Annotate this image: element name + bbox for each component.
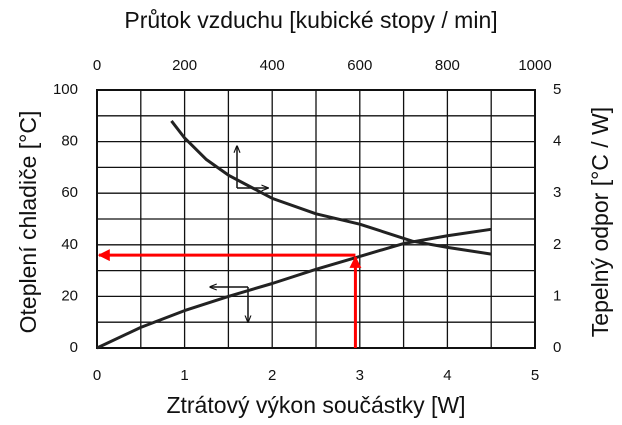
x-tick-label: 2 bbox=[268, 367, 276, 384]
y2-tick-label: 5 bbox=[553, 81, 561, 98]
y2-tick-label: 3 bbox=[553, 184, 561, 201]
x2-tick-label: 0 bbox=[93, 57, 101, 74]
curve bbox=[96, 227, 492, 350]
x-tick-label: 0 bbox=[93, 367, 101, 384]
direction-arrows bbox=[210, 146, 268, 322]
x-axis-title: Ztrátový výkon součástky [W] bbox=[166, 392, 465, 418]
x-tick-label: 3 bbox=[356, 367, 364, 384]
y-tick-label: 80 bbox=[61, 133, 78, 150]
y-tick-label: 60 bbox=[61, 184, 78, 201]
y-tick-label: 40 bbox=[61, 236, 78, 253]
x2-tick-label: 800 bbox=[435, 57, 460, 74]
x2-tick-label: 200 bbox=[172, 57, 197, 74]
plot-frame bbox=[96, 89, 536, 349]
x2-tick-label: 600 bbox=[347, 57, 372, 74]
x2-tick-label: 400 bbox=[260, 57, 285, 74]
y2-tick-label: 4 bbox=[553, 133, 561, 150]
y2-axis-title: Tepelný odpor [°C / W] bbox=[587, 107, 613, 337]
y2-tick-label: 2 bbox=[553, 236, 561, 253]
x-tick-label: 5 bbox=[531, 367, 539, 384]
y-axis-title: Oteplení chladiče [°C] bbox=[15, 111, 41, 334]
y-tick-label: 100 bbox=[53, 81, 78, 98]
x2-tick-label: 1000 bbox=[518, 57, 551, 74]
y2-tick-label: 1 bbox=[553, 287, 561, 304]
y-tick-label: 20 bbox=[61, 287, 78, 304]
x-tick-label: 4 bbox=[443, 367, 451, 384]
top-axis-title: Průtok vzduchu [kubické stopy / min] bbox=[124, 7, 497, 33]
y-tick-label: 0 bbox=[70, 339, 78, 356]
y2-tick-label: 0 bbox=[553, 339, 561, 356]
curve bbox=[170, 120, 492, 256]
x-tick-label: 1 bbox=[180, 367, 188, 384]
